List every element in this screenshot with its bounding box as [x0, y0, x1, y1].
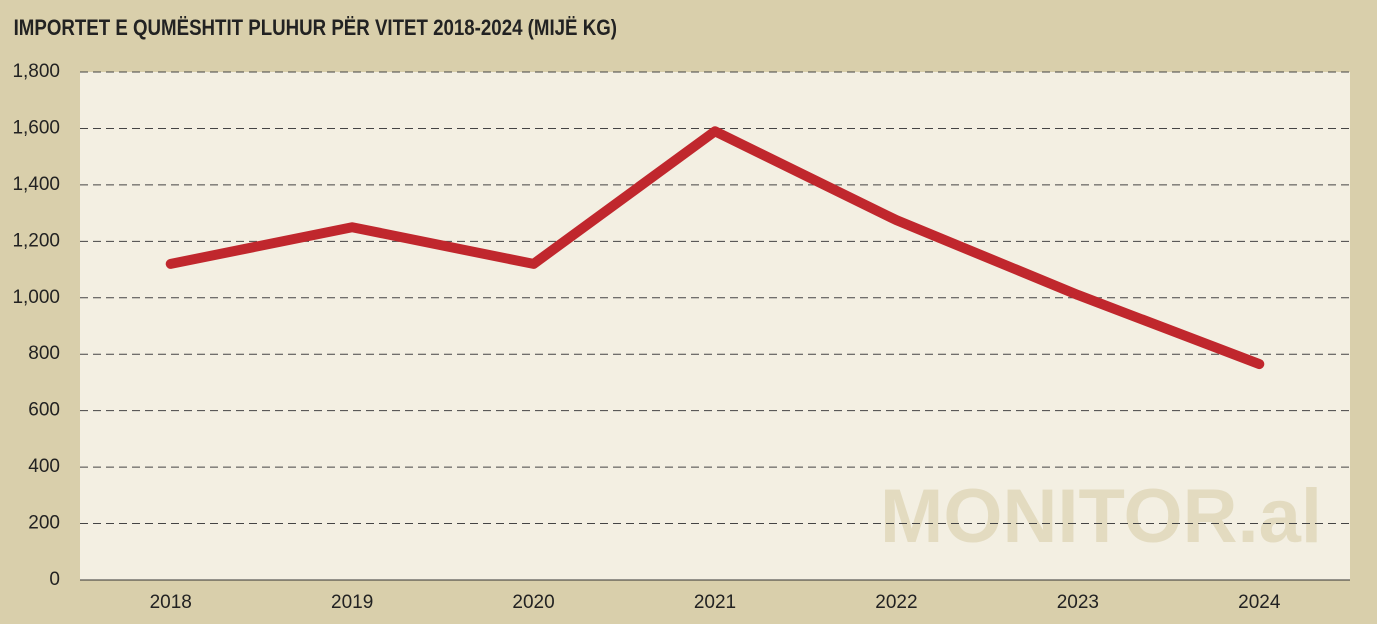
x-tick-label: 2023: [1057, 592, 1099, 613]
y-tick-label: 1,600: [12, 117, 60, 138]
line: [165, 126, 1265, 370]
y-tick-label: 400: [28, 456, 60, 477]
x-tick-label: 2018: [150, 592, 192, 613]
watermark: MONITOR.al: [880, 474, 1322, 559]
y-tick-label: 1,200: [12, 230, 60, 251]
x-tick-label: 2020: [512, 592, 554, 613]
y-tick-label: 0: [49, 569, 60, 590]
plot-area: [80, 72, 1350, 580]
x-tick-label: 2024: [1238, 592, 1281, 613]
x-tick-label: 2021: [694, 592, 736, 613]
x-tick-label: 2022: [875, 592, 917, 613]
y-tick-label: 1,400: [12, 174, 60, 195]
y-tick-label: 1,000: [12, 287, 60, 308]
chart-title: IMPORTET E QUMËSHTIT PLUHUR PËR VITET 20…: [14, 15, 617, 40]
y-tick-label: 600: [28, 400, 60, 421]
y-tick-label: 800: [28, 343, 60, 364]
y-tick-label: 200: [28, 513, 60, 534]
y-tick-label: 1,800: [12, 61, 60, 82]
x-tick-label: 2019: [331, 592, 373, 613]
